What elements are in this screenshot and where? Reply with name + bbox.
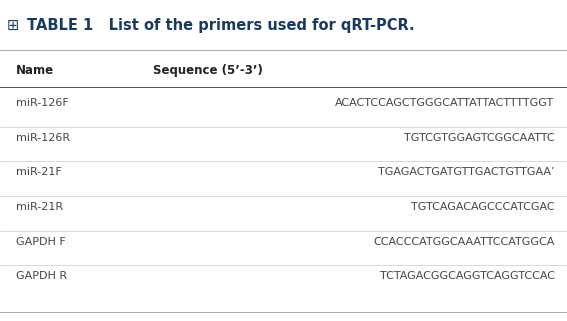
Text: ACACTCCAGCTGGGCATTATTACTTTTGGT: ACACTCCAGCTGGGCATTATTACTTTTGGT — [335, 98, 555, 108]
Text: TCTAGACGGCAGGTCAGGTCCAC: TCTAGACGGCAGGTCAGGTCCAC — [379, 271, 555, 281]
Text: miR-21R: miR-21R — [16, 202, 63, 212]
Text: Name: Name — [16, 64, 54, 77]
Text: GAPDH R: GAPDH R — [16, 271, 67, 281]
Text: TGTCAGACAGCCCATCGAC: TGTCAGACAGCCCATCGAC — [411, 202, 555, 212]
Text: TGTCGTGGAGTCGGCAATTC: TGTCGTGGAGTCGGCAATTC — [404, 133, 555, 143]
Text: Sequence (5’-3’): Sequence (5’-3’) — [153, 64, 263, 77]
Text: ⊞: ⊞ — [7, 18, 19, 33]
Text: GAPDH F: GAPDH F — [16, 237, 66, 247]
Text: CCACCCATGGCAAATTCCATGGCA: CCACCCATGGCAAATTCCATGGCA — [373, 237, 555, 247]
Text: miR-126R: miR-126R — [16, 133, 70, 143]
Text: miR-126F: miR-126F — [16, 98, 69, 108]
Text: miR-21F: miR-21F — [16, 167, 62, 177]
Text: TGAGACTGATGTTGACTGTTGAA’: TGAGACTGATGTTGACTGTTGAA’ — [378, 167, 555, 177]
Text: TABLE 1   List of the primers used for qRT-PCR.: TABLE 1 List of the primers used for qRT… — [27, 18, 415, 33]
